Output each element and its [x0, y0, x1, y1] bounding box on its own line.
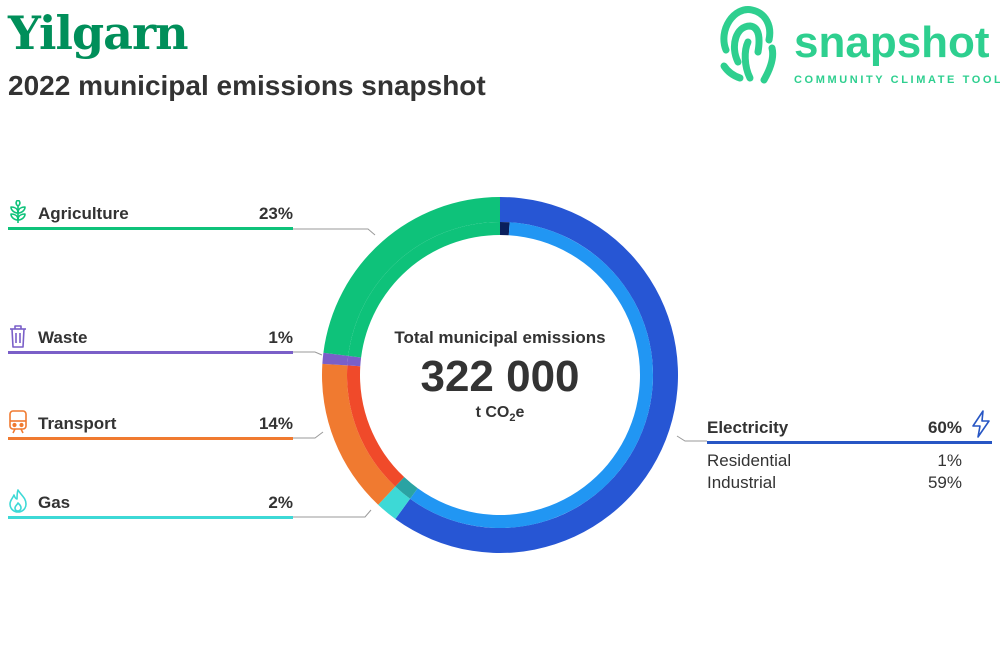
legend-transport-pct: 14% [258, 414, 293, 433]
slice-electricity [395, 197, 679, 553]
legend-waste-name: Waste [38, 328, 88, 347]
legend-waste: Waste 1% [8, 324, 293, 354]
industrial-name: Industrial [707, 473, 776, 492]
leader-lines [293, 228, 707, 518]
legend-gas: Gas 2% [8, 489, 293, 519]
inner-slice-waste [347, 355, 362, 367]
donut-center-title: Total municipal emissions [394, 328, 606, 347]
legend-gas-underline [8, 516, 293, 519]
residential-pct: 1% [937, 451, 962, 470]
leader-line-electricity [676, 435, 707, 442]
slice-transport [322, 363, 396, 505]
leader-line-transport [293, 431, 324, 439]
page-title: Yilgarn [8, 6, 189, 60]
legend-transport-name: Transport [38, 414, 117, 433]
train-icon [9, 410, 27, 434]
legend-agriculture: Agriculture 23% [8, 200, 293, 230]
unit-suffix: e [515, 404, 525, 421]
flame-icon [9, 489, 27, 513]
page-subtitle: 2022 municipal emissions snapshot [8, 70, 486, 101]
legend-electricity-name: Electricity [707, 418, 789, 437]
legend-agriculture-name: Agriculture [38, 204, 129, 223]
donut-center-total: 322 000 [420, 352, 580, 401]
leader-line-agriculture [293, 228, 376, 236]
plant-icon [10, 200, 26, 223]
residential-name: Residential [707, 451, 792, 470]
industrial-pct: 59% [927, 473, 962, 492]
unit-subscript: 2 [509, 412, 516, 425]
legend-transport: Transport 14% [8, 410, 293, 440]
logo-tagline: COMMUNITY CLIMATE TOOL [794, 74, 1000, 86]
legend-gas-name: Gas [38, 493, 71, 512]
legend-gas-pct: 2% [268, 493, 293, 512]
lightning-icon [972, 410, 990, 438]
donut-outer-ring [322, 197, 679, 553]
leader-line-gas [293, 509, 372, 518]
legend-transport-underline [8, 437, 293, 440]
legend-electricity-pct: 60% [927, 418, 962, 437]
logo-wordmark: snapshot [794, 18, 990, 67]
bin-icon [10, 325, 26, 348]
legend-electricity-underline [707, 441, 992, 444]
slice-waste [322, 352, 349, 366]
inner-slice-transport [347, 365, 405, 487]
subslice-residential [500, 222, 510, 236]
slice-agriculture [323, 197, 500, 356]
legend-waste-underline [8, 351, 293, 354]
unit-prefix: t CO [475, 404, 510, 421]
legend-agriculture-underline [8, 227, 293, 230]
legend-electricity: Electricity 60% [707, 410, 992, 444]
legend-waste-pct: 1% [268, 328, 293, 347]
inner-slice-gas [395, 477, 418, 499]
snapshot-logo: snapshot COMMUNITY CLIMATE TOOL [714, 0, 1000, 90]
legend-agriculture-pct: 23% [258, 204, 293, 223]
donut-inner-ring [347, 222, 653, 528]
fingerprint-icon [720, 6, 777, 84]
donut-center-unit: t CO2e [370, 404, 630, 424]
inner-slice-agriculture [348, 222, 500, 358]
slice-gas [378, 486, 411, 520]
leader-line-waste [293, 351, 323, 356]
